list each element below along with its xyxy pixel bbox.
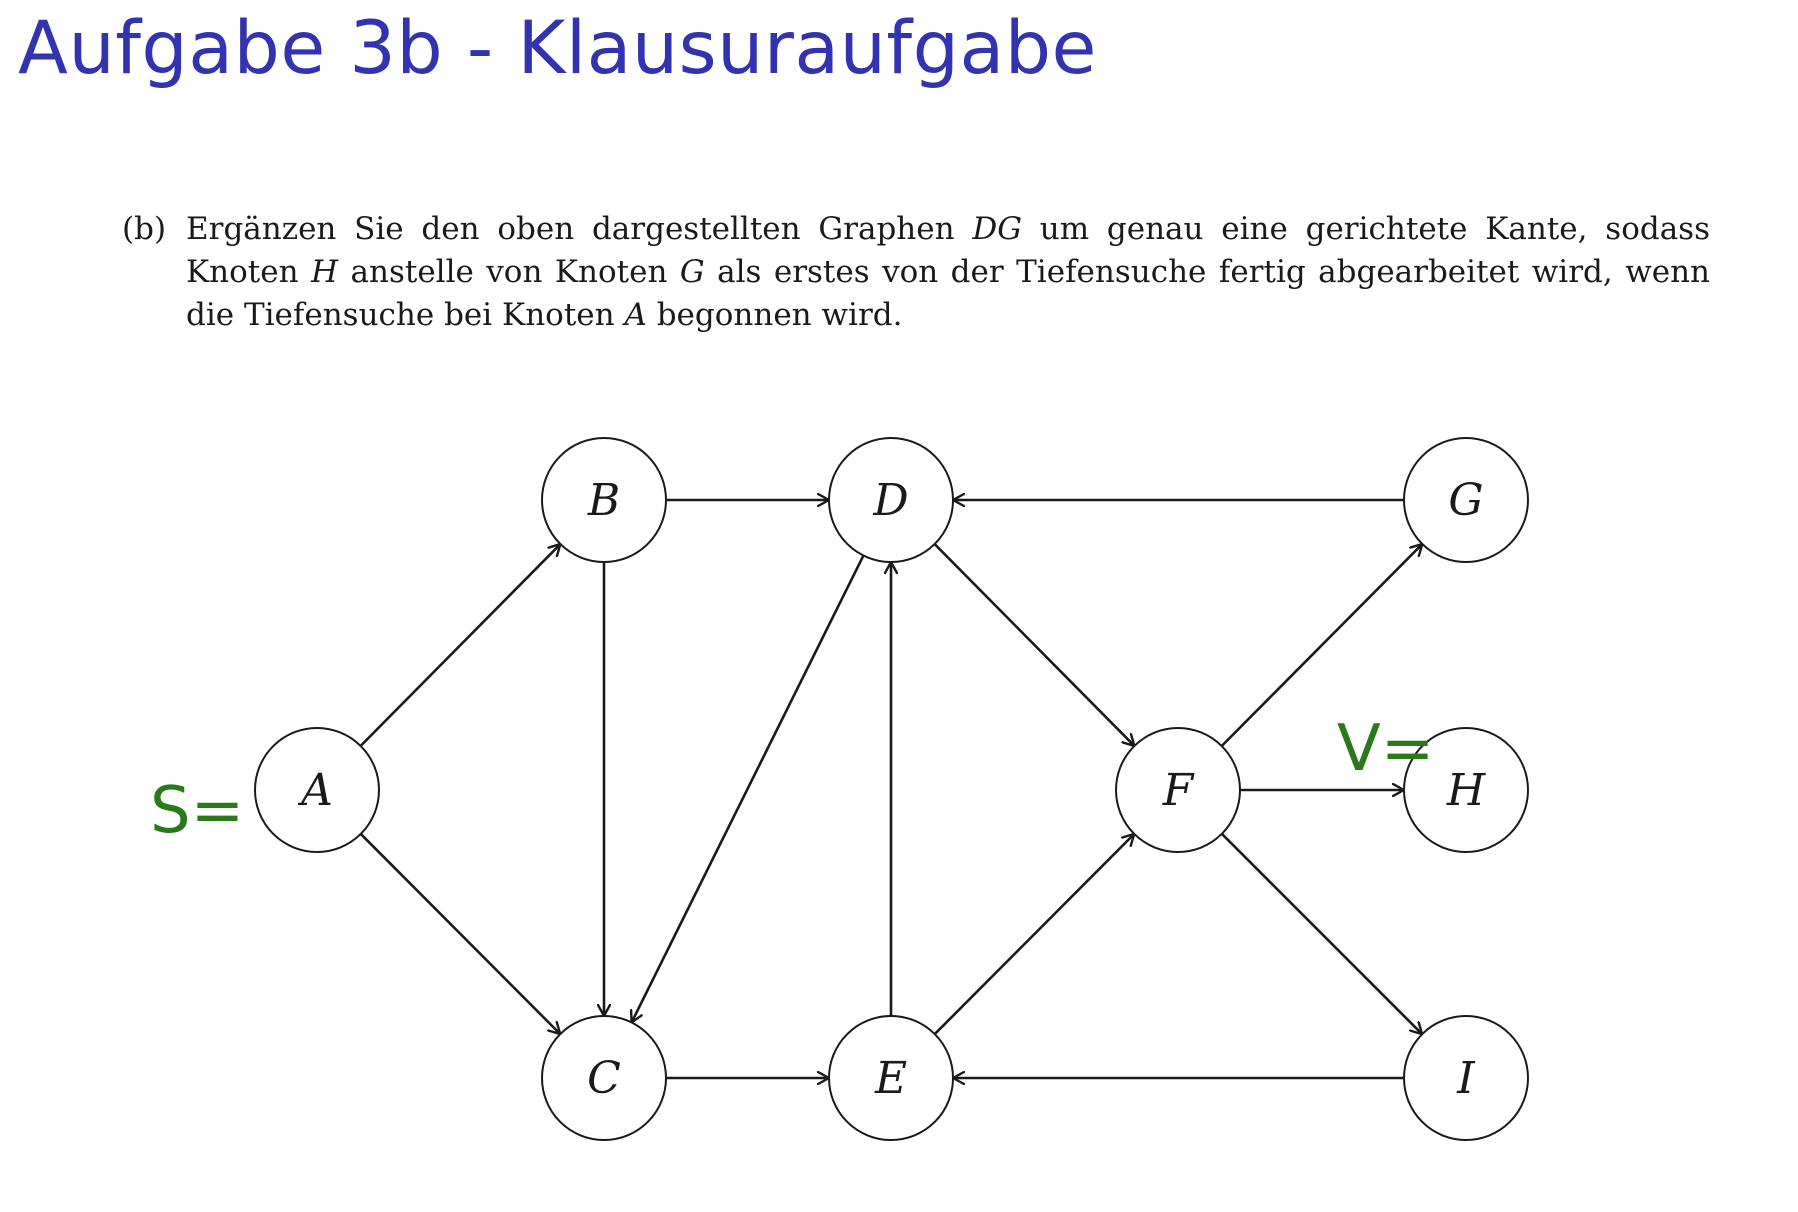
node-circle <box>541 1015 667 1141</box>
edge-d-f <box>933 543 1134 745</box>
math-symbol: H <box>311 254 339 290</box>
math-symbol: DG <box>972 211 1022 247</box>
node-label: H <box>1446 765 1487 816</box>
math-symbol: A <box>624 297 647 333</box>
graph-nodes: A B C D E F G H I <box>254 437 1529 1141</box>
task-text: (b) Ergänzen Sie den oben dargestellten … <box>122 208 1710 337</box>
node-e: E <box>828 1015 954 1141</box>
task-text-part: begonnen wird. <box>646 297 903 333</box>
node-label: I <box>1456 1053 1476 1104</box>
node-b: B <box>541 437 667 563</box>
node-h: H <box>1403 727 1529 853</box>
node-circle <box>541 437 667 563</box>
node-circle <box>254 727 380 853</box>
node-label: G <box>1448 475 1483 526</box>
slide-title: Aufgabe 3b - Klausuraufgabe <box>18 6 1097 91</box>
node-label: B <box>587 475 620 526</box>
node-d: D <box>828 437 954 563</box>
node-c: C <box>541 1015 667 1141</box>
task-label: (b) <box>122 211 167 247</box>
edge-f-i <box>1220 832 1422 1034</box>
edge-a-b <box>359 545 560 747</box>
task-text-part: anstelle von Knoten <box>338 254 680 290</box>
node-circle <box>1115 727 1241 853</box>
edge-d-c <box>632 554 865 1022</box>
node-circle <box>1403 437 1529 563</box>
node-g: G <box>1403 437 1529 563</box>
task-text-part: um genau eine gerichtete Kante, sodass K… <box>186 211 1710 290</box>
target-annotation: V= <box>1337 712 1434 786</box>
node-label: C <box>587 1053 621 1104</box>
task-body: Ergänzen Sie den oben dargestellten Grap… <box>186 208 1710 337</box>
node-a: A <box>254 727 380 853</box>
node-label: E <box>874 1053 907 1104</box>
node-i: I <box>1403 1015 1529 1141</box>
edge-e-f <box>933 835 1134 1036</box>
node-circle <box>828 1015 954 1141</box>
graph-edges <box>359 500 1422 1078</box>
node-label: D <box>872 475 908 526</box>
node-circle <box>1403 727 1529 853</box>
task-text-part: Ergänzen Sie den oben dargestellten Grap… <box>186 211 973 247</box>
edge-f-g <box>1220 545 1422 747</box>
node-label: F <box>1162 765 1195 816</box>
task-text-part: als erstes von der Tiefensuche fertig ab… <box>186 254 1710 333</box>
node-circle <box>1403 1015 1529 1141</box>
start-annotation: S= <box>150 774 244 848</box>
node-f: F <box>1115 727 1241 853</box>
handwritten-notes: S= V= <box>150 712 1434 848</box>
math-symbol: G <box>679 254 705 290</box>
node-label: A <box>297 765 333 816</box>
node-circle <box>828 437 954 563</box>
edge-a-c <box>359 832 560 1033</box>
